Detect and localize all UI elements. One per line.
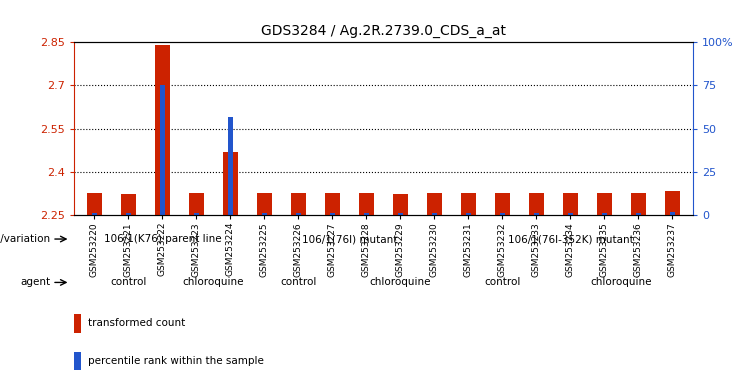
Bar <box>156 45 170 215</box>
Bar <box>93 213 97 215</box>
Text: 106/1(76I-352K) mutant: 106/1(76I-352K) mutant <box>508 234 634 244</box>
Bar <box>665 192 679 215</box>
Bar <box>500 213 505 215</box>
Bar <box>637 213 641 215</box>
Text: transformed count: transformed count <box>87 318 185 328</box>
Bar <box>296 213 301 215</box>
Bar <box>291 194 305 215</box>
Bar <box>194 213 199 215</box>
Text: chloroquine: chloroquine <box>183 277 245 288</box>
Bar <box>122 194 136 215</box>
Bar <box>670 212 674 215</box>
Bar <box>74 352 82 370</box>
Text: control: control <box>280 277 316 288</box>
Bar <box>87 194 102 215</box>
Bar <box>365 213 369 215</box>
Bar <box>462 194 476 215</box>
Title: GDS3284 / Ag.2R.2739.0_CDS_a_at: GDS3284 / Ag.2R.2739.0_CDS_a_at <box>261 25 506 38</box>
Text: chloroquine: chloroquine <box>370 277 431 288</box>
Bar <box>568 213 573 215</box>
Text: 106/1(K76) parent line: 106/1(K76) parent line <box>104 234 222 244</box>
Bar <box>432 213 436 215</box>
Bar <box>631 194 645 215</box>
Bar <box>330 213 335 215</box>
Bar <box>228 117 233 215</box>
Bar <box>398 213 402 215</box>
Bar <box>534 213 539 215</box>
Bar <box>223 152 238 215</box>
Bar <box>126 213 130 215</box>
Bar <box>257 194 272 215</box>
Bar <box>74 314 82 333</box>
Text: control: control <box>485 277 521 288</box>
Bar <box>262 213 267 215</box>
Bar <box>359 194 373 215</box>
Text: chloroquine: chloroquine <box>591 277 652 288</box>
Bar <box>428 194 442 215</box>
Text: 106/1(76I) mutant: 106/1(76I) mutant <box>302 234 397 244</box>
Bar <box>160 85 165 215</box>
Bar <box>602 213 607 215</box>
Bar <box>529 194 544 215</box>
Text: genotype/variation: genotype/variation <box>0 234 50 244</box>
Bar <box>563 194 577 215</box>
Bar <box>466 213 471 215</box>
Bar <box>495 194 510 215</box>
Text: agent: agent <box>21 277 50 288</box>
Text: percentile rank within the sample: percentile rank within the sample <box>87 356 263 366</box>
Text: control: control <box>110 277 147 288</box>
Bar <box>597 194 611 215</box>
Bar <box>393 194 408 215</box>
Bar <box>325 194 339 215</box>
Bar <box>190 194 204 215</box>
